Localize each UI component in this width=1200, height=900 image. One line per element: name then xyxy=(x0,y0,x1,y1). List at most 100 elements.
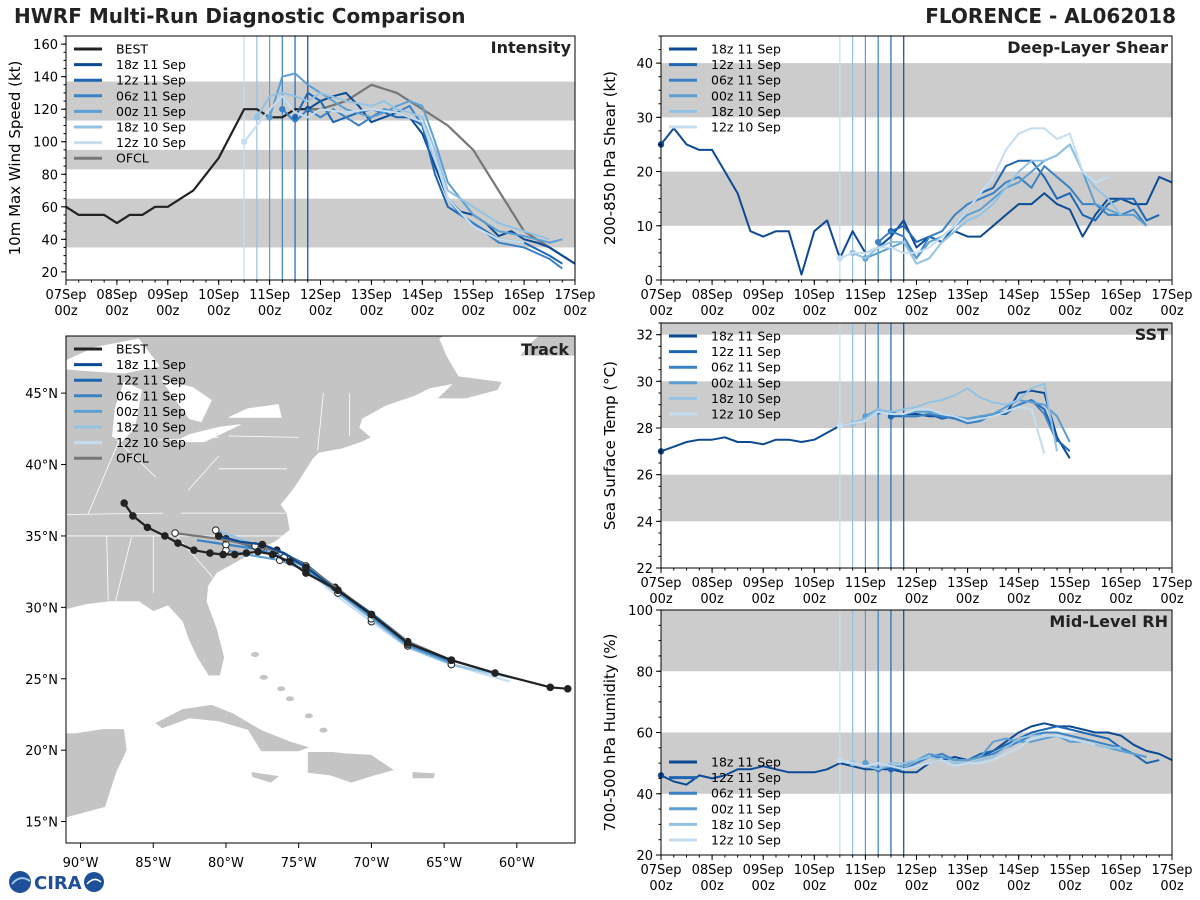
logo-seal-icon xyxy=(84,872,104,892)
rh-ytick-label: 20 xyxy=(636,849,653,864)
rh-xtick-label: 09Sep xyxy=(743,863,784,878)
shear-xtick-label: 10Sep xyxy=(794,288,835,303)
sst-xtick-hour: 00z xyxy=(803,592,827,607)
sst-band xyxy=(661,323,1172,335)
rh-xtick-hour: 00z xyxy=(1160,879,1184,894)
track-point xyxy=(242,549,251,557)
rh-xtick-label: 08Sep xyxy=(692,863,733,878)
track-xtick-label: 85°W xyxy=(135,856,171,871)
state-boundary xyxy=(153,437,219,441)
intensity-band xyxy=(66,149,575,170)
track-point xyxy=(491,669,499,677)
shear-series-12z-10-sep xyxy=(839,127,1109,260)
track-legend-label: 18z 10 Sep xyxy=(116,420,186,435)
sst-init-point xyxy=(836,422,844,429)
intensity-series-best xyxy=(65,108,321,225)
rh-init-point xyxy=(836,756,844,764)
sst-xtick-label: 12Sep xyxy=(896,576,937,591)
sst-panel-label: SST xyxy=(1135,325,1168,344)
intensity-ytick-label: 140 xyxy=(33,71,58,86)
shear-xtick-hour: 00z xyxy=(1058,304,1082,319)
rh-xtick-hour: 00z xyxy=(905,879,929,894)
sst-xtick-hour: 00z xyxy=(1160,592,1184,607)
intensity-panel: 2040608010012014016007Sep00z08Sep00z09Se… xyxy=(6,35,596,319)
rh-series-06z-11-sep xyxy=(877,731,1147,771)
intensity-xtick-label: 17Sep xyxy=(554,288,595,303)
track-map xyxy=(66,336,575,843)
intensity-panel-label: Intensity xyxy=(491,38,572,57)
intensity-legend-label: BEST xyxy=(116,42,148,57)
intensity-xtick-hour: 00z xyxy=(309,304,333,319)
rh-init-point xyxy=(887,766,895,773)
logo-globe-icon xyxy=(9,871,31,893)
track-xtick-label: 65°W xyxy=(426,856,462,871)
bahamas-island xyxy=(285,696,294,702)
intensity-xtick-label: 09Sep xyxy=(147,288,188,303)
track-legend-label: 18z 11 Sep xyxy=(116,357,186,372)
shear-xtick-label: 14Sep xyxy=(998,288,1039,303)
intensity-init-point xyxy=(291,114,299,121)
rh-xtick-label: 10Sep xyxy=(794,863,835,878)
shear-xtick-hour: 00z xyxy=(700,304,724,319)
logo-text: CIRA xyxy=(34,873,82,894)
rh-ytick-label: 80 xyxy=(636,665,653,680)
track-panel: 90°W 85°W 80°W 75°W 70°W 65°W 60°W 15°N 20°N 25°N… xyxy=(25,335,576,871)
rh-xtick-hour: 00z xyxy=(752,879,776,894)
state-boundary xyxy=(187,455,219,491)
intensity-series-18z-11-sep xyxy=(307,91,576,265)
intensity-ytick-label: 60 xyxy=(41,201,58,216)
newfoundland-land xyxy=(518,336,575,357)
shear-xtick-label: 07Sep xyxy=(640,288,681,303)
sst-xtick-hour: 00z xyxy=(854,592,878,607)
sst-legend-label: 00z 11 Sep xyxy=(711,375,781,390)
rh-xtick-hour: 00z xyxy=(700,879,724,894)
shear-init-point xyxy=(874,238,882,246)
track-legend-label: BEST xyxy=(116,342,148,357)
intensity-xtick-hour: 00z xyxy=(258,304,282,319)
intensity-init-point xyxy=(279,106,286,113)
track-xtick-label: 75°W xyxy=(281,856,317,871)
rh-panel: 2040608010007Sep00z08Sep00z09Sep00z10Sep… xyxy=(601,604,1193,894)
shear-xtick-hour: 00z xyxy=(803,304,827,319)
shear-xtick-label: 13Sep xyxy=(947,288,988,303)
cira-logo: CIRA xyxy=(9,871,104,894)
track-xtick-label: 80°W xyxy=(208,856,244,871)
storm-name: FLORENCE - AL062018 xyxy=(925,4,1176,28)
shear-xtick-hour: 00z xyxy=(1007,304,1031,319)
rh-xtick-hour: 00z xyxy=(956,879,980,894)
intensity-ytick-label: 160 xyxy=(33,38,58,53)
track-xtick-label: 60°W xyxy=(499,856,535,871)
intensity-xtick-hour: 00z xyxy=(563,304,587,319)
rh-panel-label: Mid-Level RH xyxy=(1049,612,1168,631)
intensity-xtick-hour: 00z xyxy=(156,304,180,319)
rh-series-12z-10-sep xyxy=(839,734,1096,771)
sst-legend-label: 12z 10 Sep xyxy=(711,407,781,422)
sst-xtick-label: 07Sep xyxy=(640,576,681,591)
rh-legend-label: 12z 10 Sep xyxy=(711,833,781,848)
shear-xtick-hour: 00z xyxy=(1109,304,1133,319)
sst-ytick-label: 24 xyxy=(636,515,653,530)
intensity-xtick-label: 16Sep xyxy=(504,288,545,303)
sst-xtick-hour: 00z xyxy=(752,592,776,607)
lake-huron xyxy=(161,379,212,423)
track-point xyxy=(174,539,182,547)
intensity-init-point xyxy=(266,114,273,121)
figure-title: HWRF Multi-Run Diagnostic Comparison xyxy=(14,4,466,28)
shear-ytick-label: 40 xyxy=(636,57,653,72)
rh-band xyxy=(661,610,1172,672)
shear-series-18z-10-sep xyxy=(852,143,1122,265)
intensity-ytick-label: 20 xyxy=(41,266,58,281)
rh-xtick-label: 11Sep xyxy=(845,863,886,878)
track-point xyxy=(268,550,277,559)
track-frame xyxy=(65,335,576,844)
shear-ytick-label: 10 xyxy=(636,220,653,235)
shear-panel-label: Deep-Layer Shear xyxy=(1007,38,1168,57)
intensity-legend-label: OFCL xyxy=(116,151,149,166)
rh-legend-label: 06z 11 Sep xyxy=(711,786,781,801)
track-point xyxy=(190,546,198,555)
intensity-legend-label: 12z 11 Sep xyxy=(116,73,186,88)
sst-ytick-label: 30 xyxy=(636,375,653,390)
track-point xyxy=(403,639,412,647)
shear-legend-label: 18z 10 Sep xyxy=(711,104,781,119)
